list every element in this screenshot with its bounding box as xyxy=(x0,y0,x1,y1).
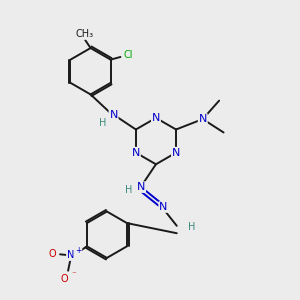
Text: Cl: Cl xyxy=(124,50,133,60)
Text: N: N xyxy=(132,148,140,158)
Text: H: H xyxy=(100,118,107,128)
Text: N: N xyxy=(110,110,118,120)
Text: H: H xyxy=(188,222,195,232)
Text: H: H xyxy=(124,185,132,195)
Text: N: N xyxy=(137,182,145,192)
Text: N: N xyxy=(199,114,207,124)
Text: N: N xyxy=(67,250,74,260)
Text: N: N xyxy=(159,202,168,212)
Text: +: + xyxy=(75,246,82,255)
Text: CH₃: CH₃ xyxy=(76,29,94,39)
Text: O: O xyxy=(60,274,68,284)
Text: ⁻: ⁻ xyxy=(72,271,76,280)
Text: N: N xyxy=(172,148,180,158)
Text: O: O xyxy=(48,249,56,259)
Text: N: N xyxy=(152,113,160,123)
